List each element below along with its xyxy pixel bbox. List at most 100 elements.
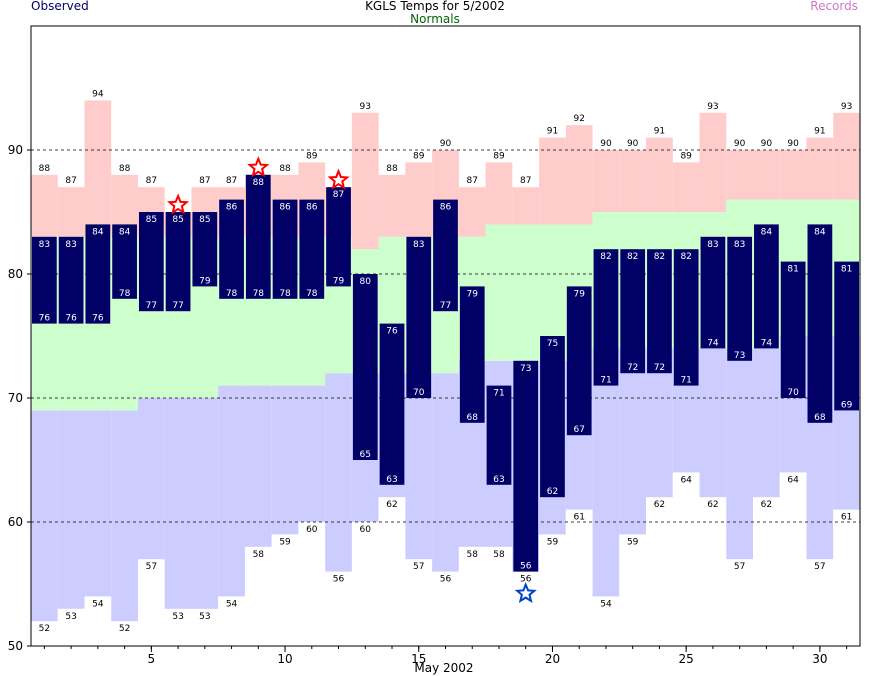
obs-low-label: 69 [841, 400, 853, 410]
record-low-label: 52 [39, 624, 50, 634]
record-low-label: 62 [761, 500, 772, 510]
record-high-label: 91 [547, 127, 558, 137]
record-low-band [325, 373, 352, 572]
below-record-low-band [271, 534, 299, 646]
observed-bar [620, 249, 646, 374]
record-high-label: 88 [279, 164, 291, 174]
record-high-label: 87 [199, 176, 210, 186]
record-high-label: 87 [146, 176, 157, 186]
record-low-label: 62 [707, 500, 718, 510]
record-low-label: 60 [360, 525, 372, 535]
record-low-label: 59 [279, 537, 291, 547]
obs-low-label: 56 [520, 562, 532, 572]
below-record-low-band [753, 497, 780, 646]
obs-low-label: 74 [761, 338, 773, 348]
record-low-band [111, 410, 138, 622]
x-tick-label: 30 [812, 652, 827, 666]
observed-bar [754, 224, 779, 349]
record-low-band [57, 410, 85, 609]
x-tick-label: 5 [148, 652, 156, 666]
observed-bar [85, 224, 111, 324]
obs-low-label: 78 [253, 289, 265, 299]
record-high-band [592, 150, 620, 212]
obs-low-label: 71 [600, 376, 611, 386]
below-record-low-band [458, 546, 486, 646]
obs-low-label: 68 [467, 413, 479, 423]
obs-high-label: 82 [680, 252, 691, 262]
obs-high-label: 75 [547, 339, 558, 349]
observed-bar [540, 336, 565, 498]
observed-bar [700, 236, 726, 349]
observed-bar [192, 212, 218, 287]
record-low-band [31, 410, 58, 622]
record-high-band [833, 112, 860, 200]
record-high-band [31, 174, 58, 237]
obs-high-label: 85 [172, 215, 183, 225]
obs-high-label: 86 [279, 203, 291, 213]
below-record-low-band [298, 522, 326, 646]
obs-low-label: 76 [65, 314, 77, 324]
record-low-label: 57 [734, 562, 745, 572]
record-high-band [753, 150, 780, 200]
obs-low-label: 78 [306, 289, 318, 299]
record-low-label: 61 [573, 513, 584, 523]
obs-low-label: 65 [360, 450, 371, 460]
obs-low-label: 79 [333, 276, 345, 286]
observed-bar [112, 224, 137, 299]
record-high-band [84, 100, 112, 237]
obs-high-label: 87 [333, 190, 344, 200]
record-low-label: 57 [413, 562, 424, 572]
obs-low-label: 77 [172, 301, 183, 311]
record-high-label: 90 [627, 139, 639, 149]
observed-bar [673, 249, 699, 386]
below-record-low-band [57, 608, 85, 646]
below-record-low-band [619, 534, 647, 646]
obs-low-label: 76 [39, 314, 51, 324]
below-record-low-band [111, 621, 138, 646]
record-low-label: 58 [493, 550, 505, 560]
record-low-label: 64 [787, 475, 799, 485]
record-high-band [458, 187, 486, 237]
below-record-low-band [244, 546, 272, 646]
record-high-label: 87 [226, 176, 237, 186]
record-low-label: 60 [306, 525, 318, 535]
value-labels-layer: 83 76 88 52 83 76 87 53 84 76 94 54 84 78 88 52 85 77 87 57… [39, 89, 853, 634]
below-record-low-band [325, 571, 352, 646]
y-tick-label: 90 [8, 143, 23, 157]
observed-bars-layer [32, 174, 859, 572]
record-low-band [405, 373, 433, 560]
record-stars-layer [166, 156, 537, 604]
obs-high-label: 83 [413, 240, 424, 250]
obs-low-label: 71 [680, 376, 691, 386]
axes-layer: 50 60 70 80 90 5 10 15 20 25 30 [8, 25, 861, 666]
record-high-label: 89 [493, 151, 505, 161]
y-tick-label: 60 [8, 515, 23, 529]
record-high-band [672, 162, 700, 212]
obs-low-label: 76 [92, 314, 104, 324]
record-low-label: 64 [680, 475, 692, 485]
obs-low-label: 63 [493, 475, 504, 485]
y-tick-label: 80 [8, 267, 23, 281]
record-high-label: 90 [440, 139, 452, 149]
record-high-label: 88 [119, 164, 131, 174]
obs-low-label: 77 [440, 301, 451, 311]
observed-bar [58, 236, 84, 324]
observed-bar [459, 286, 485, 423]
record-low-label: 52 [119, 624, 130, 634]
below-record-low-band [646, 497, 673, 646]
observed-bar [352, 274, 378, 460]
record-low-band [84, 410, 112, 597]
record-high-label: 87 [520, 176, 531, 186]
record-high-band [485, 162, 513, 225]
record-high-star-icon [247, 156, 270, 178]
record-low-label: 53 [65, 612, 76, 622]
observed-bar [326, 187, 351, 287]
observed-bar [513, 360, 539, 572]
record-high-label: 93 [841, 102, 852, 112]
x-tick-label: 20 [545, 652, 560, 666]
record-low-label: 62 [386, 500, 397, 510]
record-low-label: 58 [467, 550, 479, 560]
record-low-band [592, 348, 620, 597]
record-high-band [378, 174, 406, 237]
